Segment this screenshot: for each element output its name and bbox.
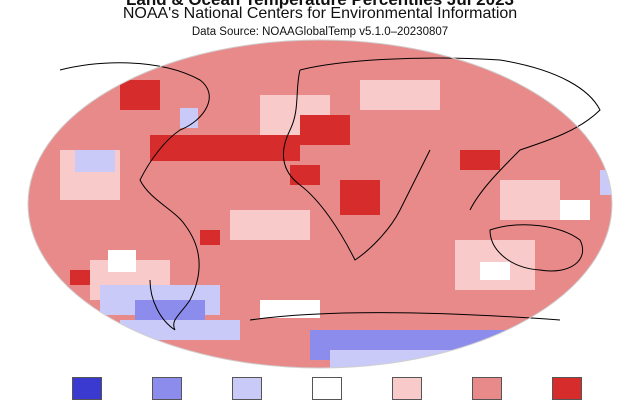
anomaly-cell <box>150 135 300 161</box>
antarctica-coastline <box>249 312 561 321</box>
australia-coastline <box>489 224 583 272</box>
anomaly-cell <box>290 165 320 185</box>
eurasia-africa-coastline <box>282 57 601 261</box>
americas-coastline <box>59 62 210 331</box>
anomaly-cell <box>75 150 115 172</box>
data-source: Data Source: NOAAGlobalTemp v5.1.0–20230… <box>191 26 449 38</box>
anomaly-cell <box>460 150 500 170</box>
anomaly-cell <box>180 108 198 128</box>
anomaly-cell <box>580 280 612 300</box>
anomaly-cell <box>120 80 160 110</box>
anomaly-cell <box>120 320 240 340</box>
anomaly-cell <box>440 90 590 150</box>
anomaly-cell <box>40 58 80 78</box>
anomaly-cell <box>28 40 612 50</box>
anomaly-cell <box>600 170 612 195</box>
legend-swatch-cooler <box>232 377 262 400</box>
anomaly-cell <box>108 250 136 272</box>
legend-swatch-near-average <box>312 377 342 400</box>
anomaly-cell <box>500 180 560 220</box>
anomaly-cell <box>260 300 320 318</box>
anomaly-cell <box>200 230 220 245</box>
anomaly-cell <box>520 270 612 320</box>
anomaly-cell <box>480 262 510 280</box>
legend-swatch-much-cooler <box>152 377 182 400</box>
anomaly-cell <box>360 80 440 110</box>
legend-swatch-record-warmest <box>552 377 582 400</box>
anomaly-cell <box>560 200 590 220</box>
anomaly-cell <box>135 300 205 322</box>
anomaly-layer <box>28 40 612 368</box>
anomaly-cell <box>330 350 540 368</box>
anomaly-cell <box>70 270 90 285</box>
coastlines <box>59 57 601 331</box>
legend-swatch-much-warmer <box>472 377 502 400</box>
legend-swatch-warmer <box>392 377 422 400</box>
anomaly-cell <box>340 180 380 215</box>
legend-swatch-record-coldest <box>72 377 102 400</box>
map-subtitle: NOAA's National Centers for Environmenta… <box>122 5 518 22</box>
globe-outline <box>27 39 613 369</box>
anomaly-cell <box>300 115 350 145</box>
anomaly-cell <box>158 48 172 60</box>
anomaly-cell <box>230 210 310 240</box>
map-title: Land & Ocean Temperature Percentiles Jul… <box>0 0 640 10</box>
